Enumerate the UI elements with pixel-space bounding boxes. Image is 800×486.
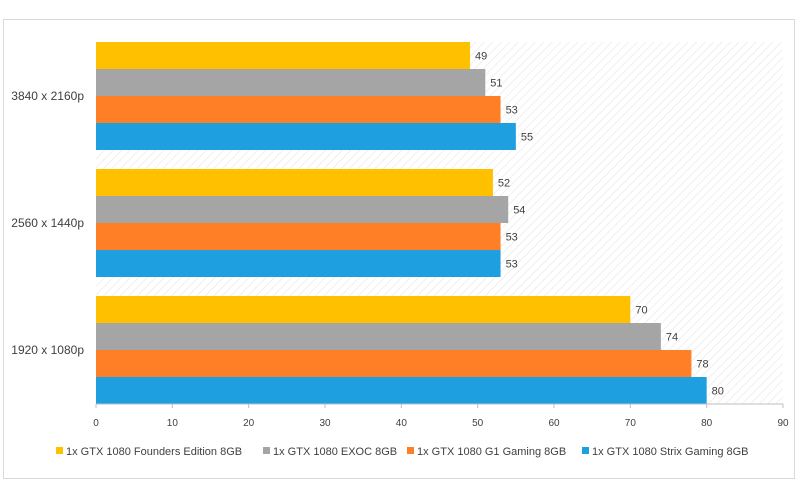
legend-label: 1x GTX 1080 G1 Gaming 8GB xyxy=(417,446,566,458)
bar xyxy=(96,42,471,69)
data-label: 51 xyxy=(490,78,502,90)
data-label: 78 xyxy=(696,359,708,371)
legend-swatch xyxy=(582,447,589,454)
x-tick-label: 90 xyxy=(777,418,789,429)
data-label: 52 xyxy=(498,178,510,190)
x-tick-label: 40 xyxy=(396,418,408,429)
x-tick-label: 80 xyxy=(701,418,713,429)
legend-label: 1x GTX 1080 Strix Gaming 8GB xyxy=(592,446,749,458)
category-label: 1920 x 1080p xyxy=(11,343,84,357)
bar xyxy=(96,350,692,377)
legend-swatch xyxy=(263,447,270,454)
data-label: 55 xyxy=(521,132,533,144)
bar xyxy=(96,377,707,404)
bar xyxy=(96,69,486,96)
bar xyxy=(96,296,631,323)
bar xyxy=(96,169,493,196)
data-label: 53 xyxy=(506,259,518,271)
bar xyxy=(96,123,516,150)
legend-label: 1x GTX 1080 EXOC 8GB xyxy=(273,446,397,458)
x-tick-label: 60 xyxy=(548,418,560,429)
x-tick-label: 70 xyxy=(625,418,637,429)
legend-swatch xyxy=(56,447,63,454)
data-label: 74 xyxy=(666,332,678,344)
category-label: 2560 x 1440p xyxy=(11,216,84,230)
category-label: 3840 x 2160p xyxy=(11,89,84,103)
bar xyxy=(96,196,509,223)
data-label: 53 xyxy=(506,105,518,117)
bar xyxy=(96,250,501,277)
legend-swatch xyxy=(407,447,414,454)
data-label: 49 xyxy=(475,51,487,63)
bar xyxy=(96,323,661,350)
data-label: 54 xyxy=(513,205,525,217)
bar xyxy=(96,96,501,123)
axes-layer: 0 10 20 30 40 50 60 70 80 90 xyxy=(93,403,789,429)
x-tick-label: 0 xyxy=(93,418,99,429)
legend-label: 1x GTX 1080 Founders Edition 8GB xyxy=(66,446,242,458)
x-tick-label: 50 xyxy=(472,418,484,429)
bars-layer: 49 51 53 55 3840 x 2160p 52 54 53 53 2560 x 1440p… xyxy=(11,42,724,404)
x-tick-label: 10 xyxy=(167,418,179,429)
bar xyxy=(96,223,501,250)
x-tick-label: 30 xyxy=(319,418,331,429)
data-label: 80 xyxy=(712,386,724,398)
data-label: 70 xyxy=(635,305,647,317)
data-label: 53 xyxy=(506,232,518,244)
legend: 1x GTX 1080 Founders Edition 8GB 1x GTX 1… xyxy=(56,446,749,458)
x-tick-label: 20 xyxy=(243,418,255,429)
